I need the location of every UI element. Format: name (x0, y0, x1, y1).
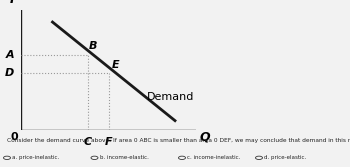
Text: D: D (5, 67, 14, 77)
Text: B: B (89, 41, 98, 51)
Text: Consider the demand curve above. If area 0 ABC is smaller than area 0 DEF, we ma: Consider the demand curve above. If area… (7, 138, 350, 143)
Text: P: P (9, 0, 19, 6)
Text: A: A (5, 49, 14, 59)
Text: Demand: Demand (147, 92, 194, 102)
Text: 0: 0 (10, 132, 18, 142)
Text: E: E (112, 60, 120, 70)
Text: C: C (83, 137, 92, 147)
Text: b. income-elastic.: b. income-elastic. (100, 155, 149, 160)
Text: a. price-inelastic.: a. price-inelastic. (12, 155, 60, 160)
Text: d. price-elastic.: d. price-elastic. (264, 155, 307, 160)
Text: F: F (105, 137, 112, 147)
Text: Q: Q (199, 131, 210, 144)
Text: c. income-inelastic.: c. income-inelastic. (187, 155, 241, 160)
